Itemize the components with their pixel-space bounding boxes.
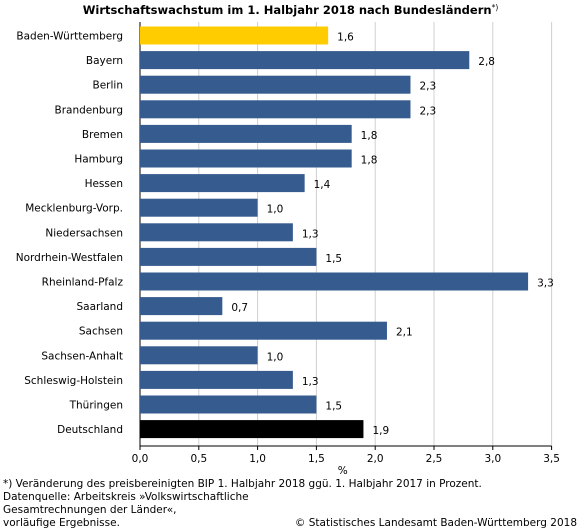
chart-title: Wirtschaftswachstum im 1. Halbjahr 2018 … (0, 3, 581, 17)
value-label: 2,3 (419, 81, 436, 93)
bar (140, 395, 317, 414)
bar (140, 75, 411, 94)
bar (140, 124, 352, 143)
x-tick-label: 3,5 (543, 453, 560, 465)
chart-title-footnote-mark: *) (491, 3, 499, 12)
category-label: Nordrhein-Westfalen (16, 252, 123, 264)
category-label: Baden-Württemberg (16, 31, 123, 43)
value-label: 1,3 (302, 376, 319, 388)
chart-title-text: Wirtschaftswachstum im 1. Halbjahr 2018 … (82, 3, 492, 17)
x-tick-label: 1,5 (308, 453, 325, 465)
x-axis-label: % (338, 465, 348, 477)
bar (140, 370, 293, 389)
category-label: Sachsen-Anhalt (41, 350, 123, 362)
bar (140, 247, 317, 266)
category-label: Thüringen (69, 400, 123, 412)
category-label: Saarland (76, 301, 123, 313)
category-label: Mecklenburg-Vorp. (25, 203, 123, 215)
value-label: 1,8 (361, 155, 378, 167)
x-tick-label: 2,5 (426, 453, 443, 465)
category-label: Berlin (93, 80, 123, 92)
bar (140, 100, 411, 119)
category-label: Deutschland (57, 424, 123, 436)
bar (140, 149, 352, 168)
category-label: Niedersachsen (45, 227, 123, 239)
value-label: 2,8 (478, 56, 495, 68)
value-label: 2,3 (419, 105, 436, 117)
footnote-line-2: Datenquelle: Arbeitskreis »Volkswirtscha… (3, 491, 249, 503)
value-label: 1,5 (325, 253, 342, 265)
category-label: Hamburg (74, 154, 123, 166)
value-label: 1,0 (267, 204, 284, 216)
x-tick-label: 2,0 (367, 453, 384, 465)
bar (140, 321, 387, 340)
x-tick-label: 3,0 (484, 453, 501, 465)
value-label: 1,4 (314, 179, 331, 191)
category-label: Hessen (85, 178, 123, 190)
category-label: Bayern (86, 55, 123, 67)
bar (140, 297, 223, 316)
bar (140, 198, 258, 217)
value-label: 1,8 (361, 130, 378, 142)
bar (140, 26, 329, 45)
bar (140, 223, 293, 242)
copyright-notice: © Statistisches Landesamt Baden-Württemb… (294, 517, 577, 529)
x-tick-label: 0,5 (190, 453, 207, 465)
category-label: Bremen (82, 129, 123, 141)
category-label: Brandenburg (54, 104, 123, 116)
bar (140, 272, 529, 291)
value-label: 0,7 (231, 302, 248, 314)
bar (140, 51, 470, 70)
value-label: 3,3 (537, 278, 554, 290)
x-tick-label: 0,0 (132, 453, 149, 465)
bar-chart: 0,0 0,5 1,0 1,5 2,0 2,5 3,0 3,5% Baden-Württembe… (16, 22, 560, 477)
value-label: 2,1 (396, 327, 413, 339)
category-label: Rheinland-Pfalz (42, 277, 124, 289)
value-label: 1,0 (267, 351, 284, 363)
footnote-line-3: Gesamtrechnungen der Länder«, (3, 504, 177, 516)
category-label: Sachsen (79, 326, 123, 338)
bar (140, 174, 305, 193)
bar (140, 420, 364, 439)
footnote-line-1: *) Veränderung des preisbereinigten BIP … (3, 478, 482, 490)
value-label: 1,5 (325, 401, 342, 413)
value-label: 1,9 (372, 425, 389, 437)
bar (140, 346, 258, 365)
footnote-line-4: vorläufige Ergebnisse. (3, 517, 120, 529)
x-tick-label: 1,0 (249, 453, 266, 465)
value-label: 1,6 (337, 32, 354, 44)
category-label: Schleswig-Holstein (24, 375, 123, 387)
value-label: 1,3 (302, 228, 319, 240)
